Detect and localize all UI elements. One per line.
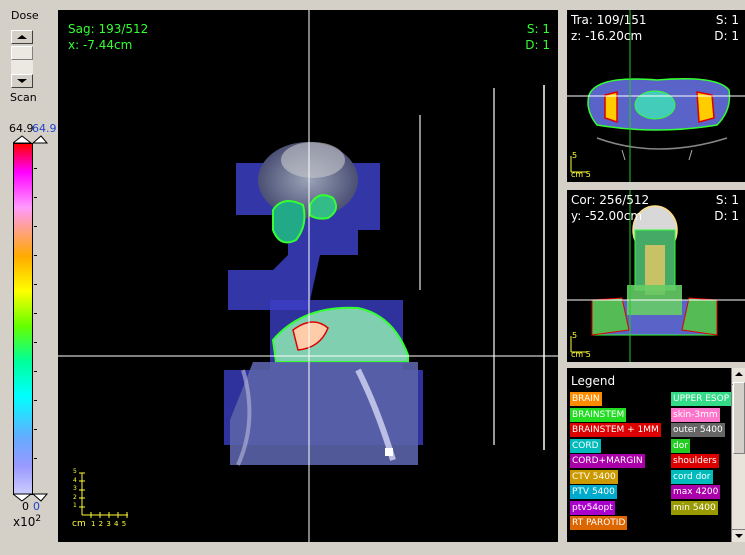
legend-item: RT PAROTID: [570, 516, 628, 530]
coronal-view[interactable]: Cor: 256/512 y: -52.00cm S: 1 D: 1 5 cm …: [567, 190, 745, 362]
sagittal-scale-vticks: 5 4 3 2 1: [73, 468, 77, 511]
legend-item: dor: [671, 438, 690, 453]
legend-item: outer 5400: [671, 423, 725, 437]
legend-item: min 5400: [671, 500, 718, 515]
sagittal-d-label: D: 1: [525, 38, 550, 52]
sagittal-slice-label: Sag: 193/512: [68, 22, 149, 36]
legend-panel: Legend BRAIN BRAINSTEM BRAINSTEM + 1MM CORD…: [567, 368, 745, 542]
scale-vtick: 4: [73, 476, 77, 484]
dose-scale-exponent: 2: [35, 514, 42, 524]
sagittal-image: [58, 10, 558, 542]
scale-vtick: 3: [73, 485, 77, 492]
coronal-s-label: S: 1: [715, 193, 739, 207]
dose-scale-factor: x102: [13, 514, 41, 529]
legend-item: BRAINSTEM + 1MM: [570, 423, 661, 437]
dose-label: Dose: [11, 9, 39, 22]
dose-min-value-alt: 0: [33, 500, 40, 513]
legend-scroll-down[interactable]: [732, 529, 745, 542]
scale-vtick: 2: [73, 493, 77, 501]
dose-max-value: 64.9: [9, 122, 34, 135]
scale-vtick: 1: [73, 502, 77, 509]
coronal-coord-label: y: -52.00cm: [571, 209, 643, 223]
legend-item: CORD: [570, 438, 601, 453]
scan-slider-track[interactable]: [11, 60, 33, 74]
dose-colorbar[interactable]: [13, 143, 37, 495]
coronal-scale-s: 5: [572, 331, 578, 340]
sagittal-coord-label: x: -7.44cm: [68, 38, 133, 52]
dose-min-value: 0: [22, 500, 29, 513]
transverse-slice-label: Tra: 109/151: [571, 13, 647, 27]
legend-item: ptv54opt: [570, 500, 615, 515]
arrow-up-icon: [17, 35, 27, 39]
legend-item: cord dor: [671, 469, 713, 484]
transverse-s-label: S: 1: [715, 13, 739, 27]
transverse-image: [567, 10, 745, 182]
sagittal-view[interactable]: Sag: 193/512 x: -7.44cm S: 1 D: 1 5 4 3 …: [58, 10, 558, 542]
legend-scrollbar[interactable]: [731, 368, 745, 542]
legend-item: BRAIN: [570, 392, 602, 406]
sagittal-scale-ticks: 1 2 3 4 5: [91, 520, 127, 528]
legend-item: BRAINSTEM: [570, 407, 627, 422]
arrow-up-icon: [734, 372, 743, 376]
coronal-slice-label: Cor: 256/512: [571, 193, 650, 207]
coronal-image: [567, 190, 745, 362]
coronal-d-label: D: 1: [714, 209, 739, 223]
legend-item: max 4200: [671, 485, 721, 499]
dose-scale-base: x10: [13, 515, 36, 529]
scan-slider-thumb[interactable]: [11, 46, 33, 60]
legend-item: CORD+MARGIN: [570, 454, 645, 468]
transverse-d-label: D: 1: [714, 29, 739, 43]
dose-max-value-alt: 64.9: [32, 122, 57, 135]
legend-item: skin-3mm: [671, 407, 720, 422]
transverse-view[interactable]: Tra: 109/151 z: -16.20cm S: 1 D: 1 5 cm …: [567, 10, 745, 182]
scroll-up-button[interactable]: [11, 30, 33, 44]
legend-item: PTV 5400: [570, 485, 617, 499]
scroll-down-button[interactable]: [11, 74, 33, 88]
legend-item: CTV 5400: [570, 469, 618, 484]
coronal-scale-unit: cm 5: [571, 350, 591, 359]
dose-min-handle-icon[interactable]: [13, 493, 49, 502]
arrow-down-icon: [17, 79, 27, 83]
sagittal-s-label: S: 1: [526, 22, 550, 36]
legend-scroll-thumb[interactable]: [733, 382, 745, 454]
transverse-scale-unit: cm 5: [571, 170, 591, 179]
sagittal-scale-unit: cm: [72, 519, 86, 529]
transverse-coord-label: z: -16.20cm: [571, 29, 643, 43]
scale-vtick: 5: [73, 468, 77, 475]
legend-title: Legend: [571, 374, 616, 388]
scan-label: Scan: [10, 91, 37, 104]
arrow-down-icon: [734, 534, 743, 538]
legend-item: UPPER ESOP: [671, 392, 732, 406]
transverse-scale-s: 5: [572, 151, 578, 160]
legend-item: shoulders: [671, 454, 719, 468]
